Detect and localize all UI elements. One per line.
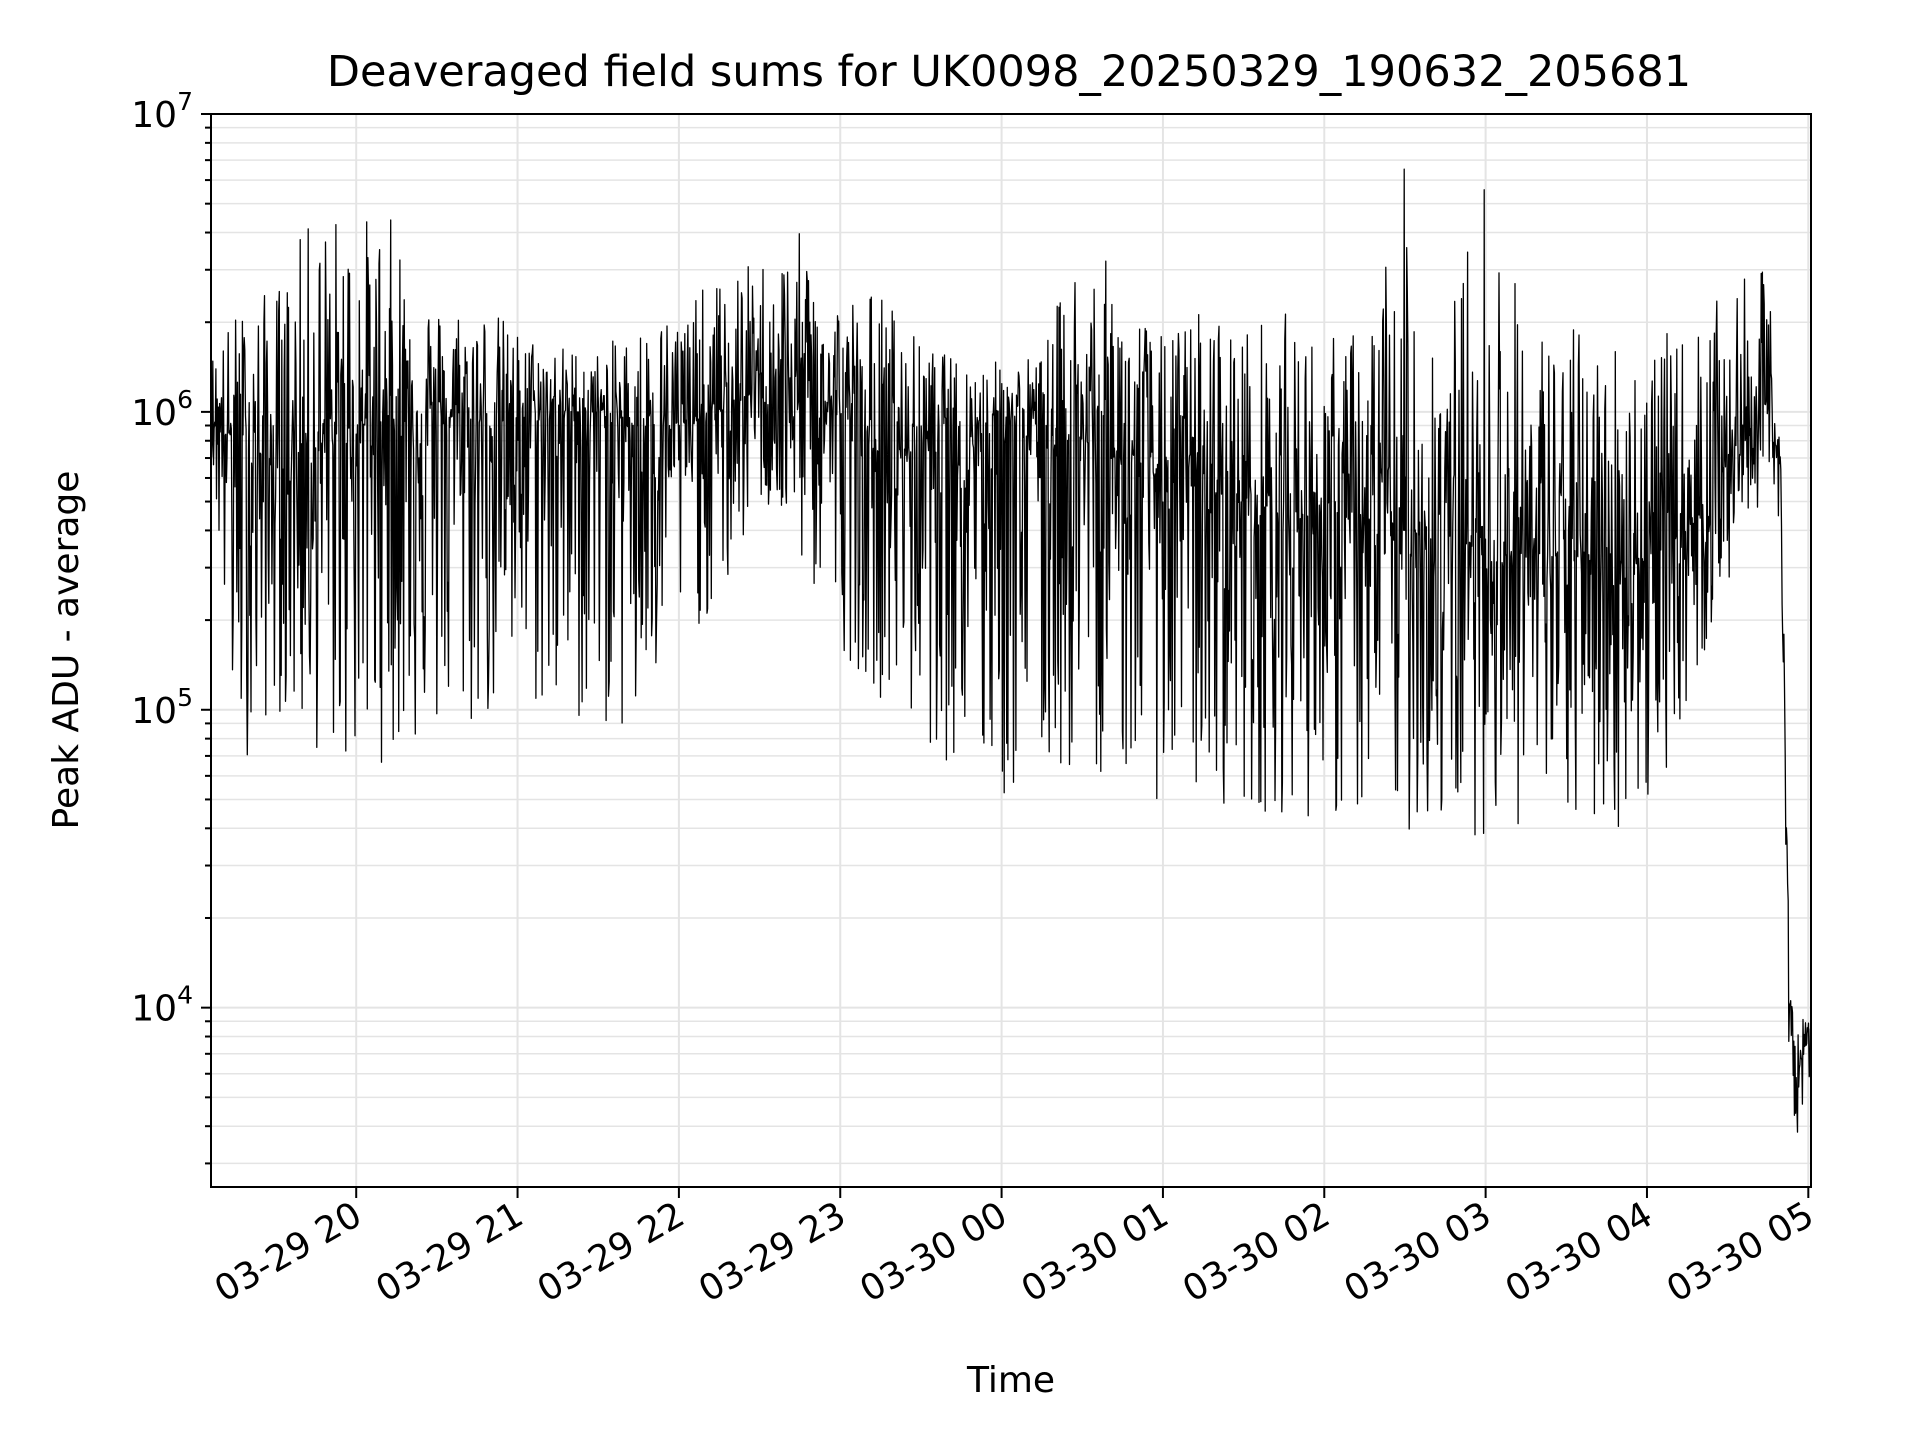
y-tick-label-base: 10: [131, 95, 177, 136]
x-tick-label: 03-30 04: [1499, 1194, 1660, 1310]
y-tick-label-exponent: 7: [177, 87, 193, 116]
x-tick-label: 03-30 05: [1660, 1194, 1821, 1310]
y-tick-label: 105: [131, 683, 193, 732]
plot-area: [210, 168, 1812, 1133]
y-tick-label-base: 10: [131, 691, 177, 732]
x-tick-label: 03-29 21: [369, 1194, 530, 1310]
x-axis: 03-29 20 03-29 21 03-29 22 03-29 23 03-30 00…: [208, 1187, 1821, 1311]
y-axis-label: Peak ADU - average: [46, 471, 87, 830]
y-tick-label-exponent: 6: [177, 385, 193, 414]
plot-frame: [210, 113, 1812, 1188]
y-tick-label: 107: [131, 87, 193, 136]
series-line: [210, 168, 1812, 1133]
x-axis-label: Time: [966, 1360, 1055, 1401]
y-tick-label-exponent: 4: [177, 981, 193, 1010]
x-tick-label: 03-30 02: [1176, 1194, 1337, 1310]
y-tick-label: 106: [131, 385, 193, 434]
x-tick-label: 03-30 01: [1015, 1194, 1176, 1310]
x-tick-label: 03-30 00: [853, 1194, 1014, 1310]
x-tick-label: 03-29 23: [692, 1194, 853, 1310]
y-tick-label-exponent: 5: [177, 683, 193, 712]
x-tick-label: 03-29 22: [531, 1194, 692, 1310]
chart-title: Deaveraged field sums for UK0098_2025032…: [327, 47, 1691, 97]
y-tick-label: 104: [131, 981, 193, 1030]
y-tick-label-base: 10: [131, 393, 177, 434]
x-tick-label: 03-29 20: [208, 1194, 369, 1310]
x-tick-label: 03-30 03: [1337, 1194, 1498, 1310]
y-tick-label-base: 10: [131, 989, 177, 1030]
